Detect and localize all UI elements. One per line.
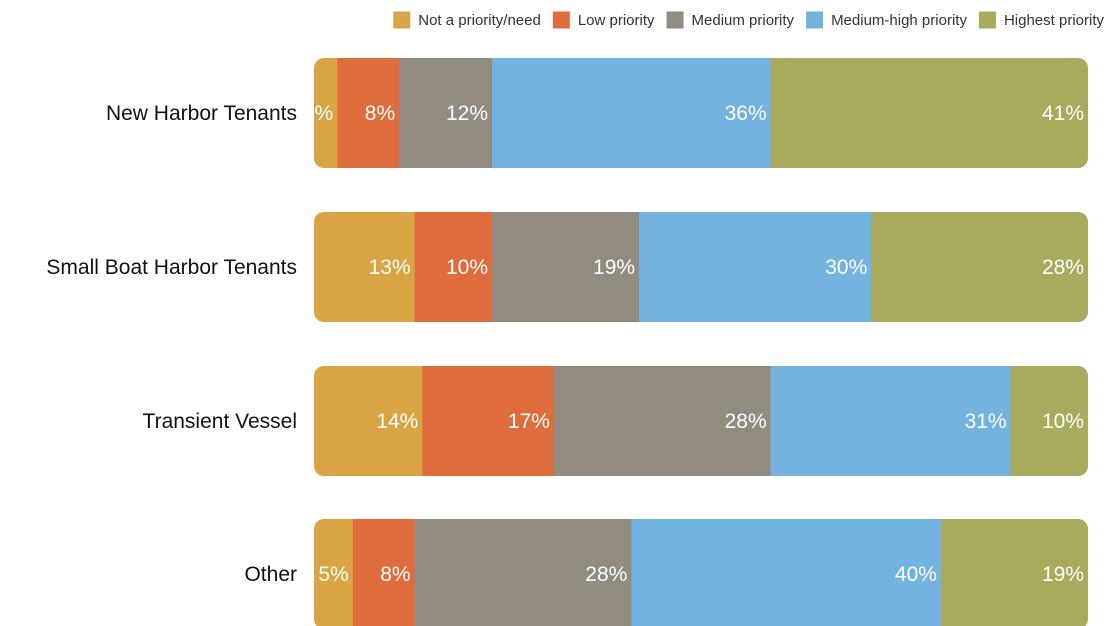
legend-swatch-low-priority bbox=[552, 11, 570, 29]
bar-row-other bbox=[314, 519, 1088, 626]
bar-segment-other-medium-priority bbox=[414, 519, 632, 626]
legend-label-not-a-priority-need: Not a priority/need bbox=[418, 12, 541, 29]
value-label-new-harbor-tenants-medium-high-priority: 36% bbox=[725, 102, 767, 125]
value-label-new-harbor-tenants-low-priority: 8% bbox=[365, 102, 395, 125]
bars: 3% 8% 12% 36% 41% 13% 10% 19% 30% 28% 14% 17% 28% 31%… bbox=[303, 58, 1088, 626]
legend-swatch-medium-priority bbox=[666, 11, 684, 29]
bar-segment-small-boat-harbor-tenants-medium-high-priority bbox=[639, 212, 872, 322]
bar-segment-new-harbor-tenants-medium-priority bbox=[399, 58, 493, 168]
bar-row-transient-vessel bbox=[314, 366, 1088, 476]
value-label-small-boat-harbor-tenants-not-a-priority-need: 13% bbox=[369, 256, 411, 279]
bar-segment-transient-vessel-highest-priority bbox=[1010, 366, 1088, 476]
legend-label-medium-priority: Medium priority bbox=[692, 12, 795, 29]
value-label-other-medium-high-priority: 40% bbox=[895, 563, 937, 586]
bar-segment-new-harbor-tenants-low-priority bbox=[337, 58, 400, 168]
bar-segment-transient-vessel-medium-priority bbox=[553, 366, 772, 476]
value-label-new-harbor-tenants-not-a-priority-need: 3% bbox=[303, 102, 333, 125]
value-label-other-not-a-priority-need: 5% bbox=[318, 563, 348, 586]
legend-swatch-highest-priority bbox=[978, 11, 996, 29]
bar-segment-transient-vessel-low-priority bbox=[422, 366, 555, 476]
bar-segment-other-low-priority bbox=[352, 519, 416, 626]
bar-segment-small-boat-harbor-tenants-not-a-priority-need bbox=[314, 212, 416, 322]
bar-segment-new-harbor-tenants-highest-priority bbox=[770, 58, 1088, 168]
value-label-other-medium-priority: 28% bbox=[585, 563, 627, 586]
category-label-transient-vessel: Transient Vessel bbox=[143, 410, 297, 433]
bar-segment-small-boat-harbor-tenants-low-priority bbox=[414, 212, 493, 322]
value-label-small-boat-harbor-tenants-low-priority: 10% bbox=[446, 256, 488, 279]
value-label-transient-vessel-medium-priority: 28% bbox=[725, 410, 767, 433]
value-label-transient-vessel-low-priority: 17% bbox=[508, 410, 550, 433]
bar-segment-small-boat-harbor-tenants-highest-priority bbox=[871, 212, 1088, 322]
bar-segment-other-highest-priority bbox=[940, 519, 1088, 626]
value-label-small-boat-harbor-tenants-medium-priority: 19% bbox=[593, 256, 635, 279]
legend-label-medium-high-priority: Medium-high priority bbox=[831, 12, 967, 29]
value-label-transient-vessel-highest-priority: 10% bbox=[1042, 410, 1084, 433]
bar-segment-other-not-a-priority-need bbox=[314, 519, 354, 626]
legend-label-low-priority: Low priority bbox=[578, 12, 655, 29]
category-label-new-harbor-tenants: New Harbor Tenants bbox=[106, 102, 297, 125]
bar-segment-transient-vessel-medium-high-priority bbox=[770, 366, 1012, 476]
value-label-transient-vessel-medium-high-priority: 31% bbox=[965, 410, 1007, 433]
value-label-transient-vessel-not-a-priority-need: 14% bbox=[376, 410, 418, 433]
bar-segment-new-harbor-tenants-medium-high-priority bbox=[492, 58, 772, 168]
bar-row-small-boat-harbor-tenants bbox=[314, 212, 1088, 322]
legend-label-highest-priority: Highest priority bbox=[1004, 12, 1105, 29]
value-label-other-low-priority: 8% bbox=[380, 563, 410, 586]
category-label-other: Other bbox=[244, 563, 297, 586]
value-label-small-boat-harbor-tenants-highest-priority: 28% bbox=[1042, 256, 1084, 279]
bar-row-new-harbor-tenants bbox=[314, 58, 1088, 168]
value-label-small-boat-harbor-tenants-medium-high-priority: 30% bbox=[825, 256, 867, 279]
legend-swatch-medium-high-priority bbox=[806, 11, 824, 29]
value-label-other-highest-priority: 19% bbox=[1042, 563, 1084, 586]
bar-segment-small-boat-harbor-tenants-medium-priority bbox=[492, 212, 640, 322]
value-label-new-harbor-tenants-medium-priority: 12% bbox=[446, 102, 488, 125]
legend-swatch-not-a-priority-need bbox=[393, 11, 411, 29]
bar-segment-other-medium-high-priority bbox=[631, 519, 942, 626]
bar-segment-transient-vessel-not-a-priority-need bbox=[314, 366, 423, 476]
category-labels: New Harbor Tenants Small Boat Harbor Tena… bbox=[46, 102, 297, 586]
legend: Not a priority/need Low priority Medium pr… bbox=[393, 11, 1105, 29]
value-label-new-harbor-tenants-highest-priority: 41% bbox=[1042, 102, 1084, 125]
bar-segment-new-harbor-tenants-not-a-priority-need bbox=[314, 58, 338, 168]
category-label-small-boat-harbor-tenants: Small Boat Harbor Tenants bbox=[46, 256, 297, 279]
